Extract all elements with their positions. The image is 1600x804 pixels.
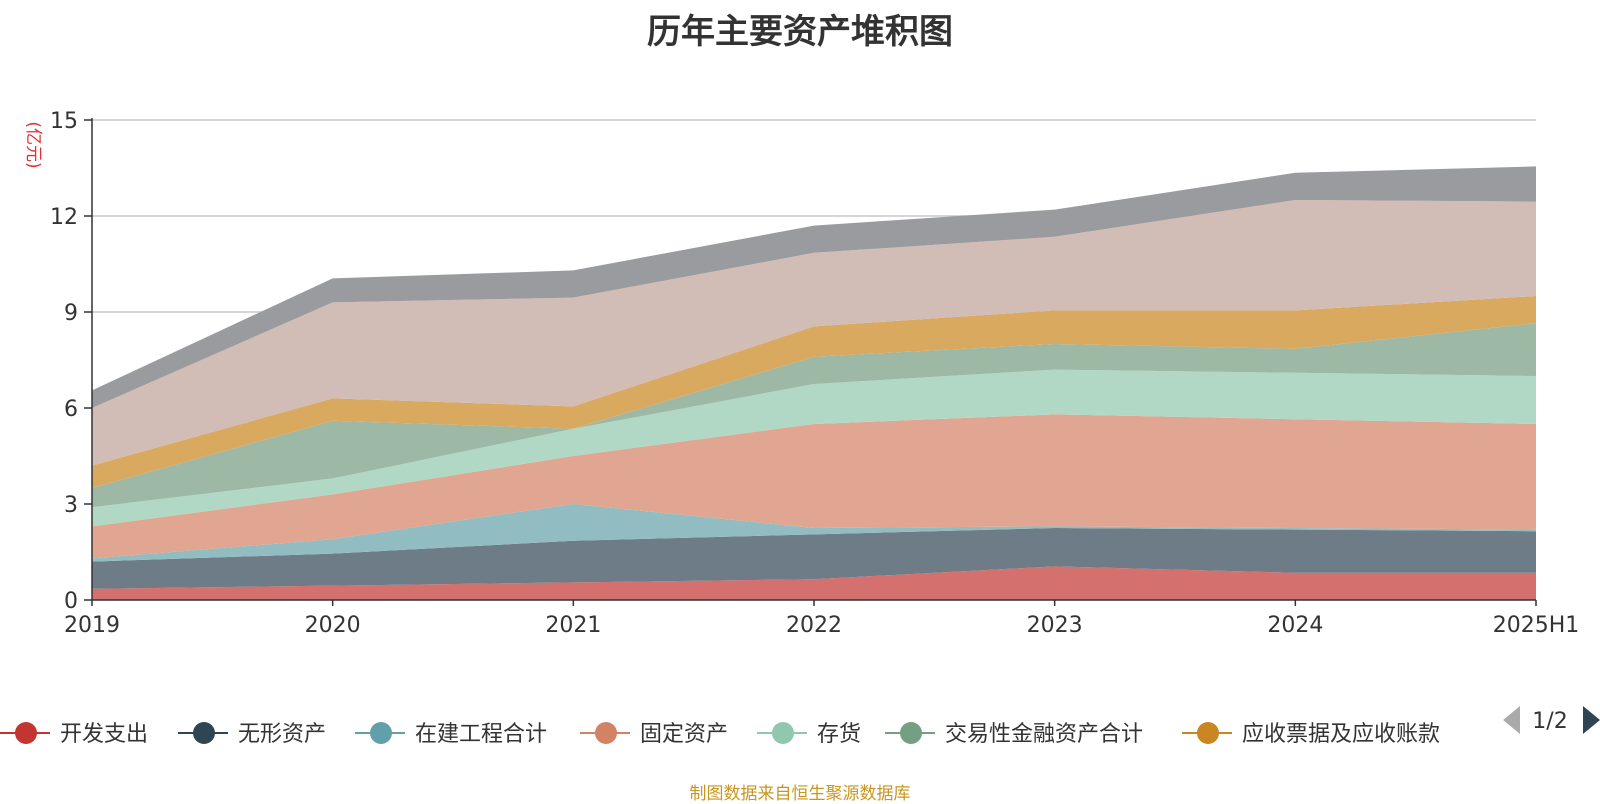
chart-title: 历年主要资产堆积图 [647, 12, 953, 52]
legend-label: 无形资产 [238, 722, 326, 747]
y-tick-label: 9 [64, 301, 78, 326]
legend-circle-icon [772, 722, 794, 744]
area-series-1 [92, 566, 1536, 600]
area-series-6 [92, 323, 1536, 508]
legend[interactable]: 开发支出 无形资产 在建工程合计 固定资产 存货 交易性金融资产合计 应收票据及应收账款 [0, 722, 1440, 747]
x-tick-label: 2023 [1027, 613, 1083, 638]
legend-page-indicator: 1/2 [1532, 709, 1567, 734]
legend-label: 存货 [817, 722, 861, 747]
x-tick-label: 2024 [1267, 613, 1323, 638]
legend-item-5[interactable]: 存货 [757, 722, 861, 747]
legend-circle-icon [370, 722, 392, 744]
legend-item-3[interactable]: 在建工程合计 [355, 722, 547, 747]
legend-item-2[interactable]: 无形资产 [178, 722, 326, 747]
legend-circle-icon [15, 722, 37, 744]
axes: 0 3 6 9 12 15 2019 2020 2021 2022 2023 2024 2025H1 [50, 109, 1579, 638]
legend-circle-icon [193, 722, 215, 744]
area-series-7 [92, 296, 1536, 488]
source-note: 制图数据来自恒生聚源数据库 [689, 784, 911, 804]
area-series-5 [92, 369, 1536, 527]
y-axis-unit-label: (亿元) [23, 121, 43, 168]
y-tick-label: 12 [50, 205, 78, 230]
legend-item-4[interactable]: 固定资产 [580, 722, 728, 747]
y-tick-label: 0 [64, 589, 78, 614]
x-tick-label: 2022 [786, 613, 842, 638]
legend-item-1[interactable]: 开发支出 [0, 722, 148, 747]
x-tick-label: 2021 [545, 613, 601, 638]
y-tick-label: 15 [50, 109, 78, 134]
area-series-4 [92, 414, 1536, 559]
legend-prev-page-icon[interactable] [1503, 706, 1520, 734]
legend-item-6[interactable]: 交易性金融资产合计 [885, 722, 1143, 747]
legend-pager: 1/2 [1503, 706, 1600, 734]
x-tick-label: 2019 [64, 613, 120, 638]
x-tick-label: 2025H1 [1493, 613, 1580, 638]
area-series-8 [92, 200, 1536, 466]
area-series-2 [92, 528, 1536, 589]
y-tick-label: 3 [64, 493, 78, 518]
area-series [92, 166, 1536, 600]
legend-label: 开发支出 [60, 722, 148, 747]
legend-label: 在建工程合计 [415, 722, 547, 747]
legend-circle-icon [1197, 722, 1219, 744]
x-tick-label: 2020 [305, 613, 361, 638]
legend-next-page-icon[interactable] [1583, 706, 1600, 734]
legend-circle-icon [900, 722, 922, 744]
legend-label: 交易性金融资产合计 [945, 722, 1143, 747]
area-series-9 [92, 166, 1536, 408]
y-tick-label: 6 [64, 397, 78, 422]
legend-label: 应收票据及应收账款 [1242, 722, 1440, 747]
legend-circle-icon [595, 722, 617, 744]
area-series-3 [92, 504, 1536, 562]
legend-item-7[interactable]: 应收票据及应收账款 [1182, 722, 1440, 747]
legend-label: 固定资产 [640, 722, 728, 747]
